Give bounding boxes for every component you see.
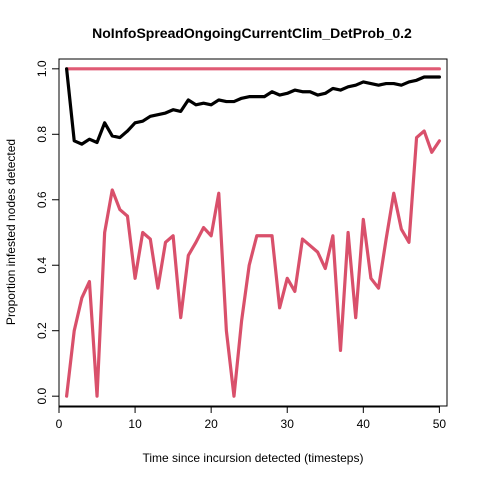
y-tick-label: 0.8 [35,126,49,143]
y-tick-label: 0.6 [35,191,49,208]
x-axis-label: Time since incursion detected (timesteps… [143,451,364,465]
x-tick-label: 0 [56,417,63,431]
y-tick-label: 0.4 [35,257,49,274]
y-axis-label: Proportion infested nodes detected [4,139,18,325]
x-tick-label: 50 [433,417,447,431]
chart-title: NoInfoSpreadOngoingCurrentClim_DetProb_0… [92,25,412,41]
y-tick-label: 1.0 [35,60,49,77]
x-tick-label: 30 [281,417,295,431]
x-tick-label: 20 [204,417,218,431]
x-axis: 0 10 20 30 40 50 [56,406,447,431]
x-tick-label: 40 [357,417,371,431]
x-tick-label: 10 [128,417,142,431]
series-layer [65,67,441,398]
y-axis: 0.0 0.2 0.4 0.6 0.8 1.0 [35,60,60,405]
y-tick-label: 0.2 [35,322,49,339]
series-line-3 [65,129,441,398]
y-tick-label: 0.0 [35,388,49,405]
series-line-2 [65,67,441,146]
